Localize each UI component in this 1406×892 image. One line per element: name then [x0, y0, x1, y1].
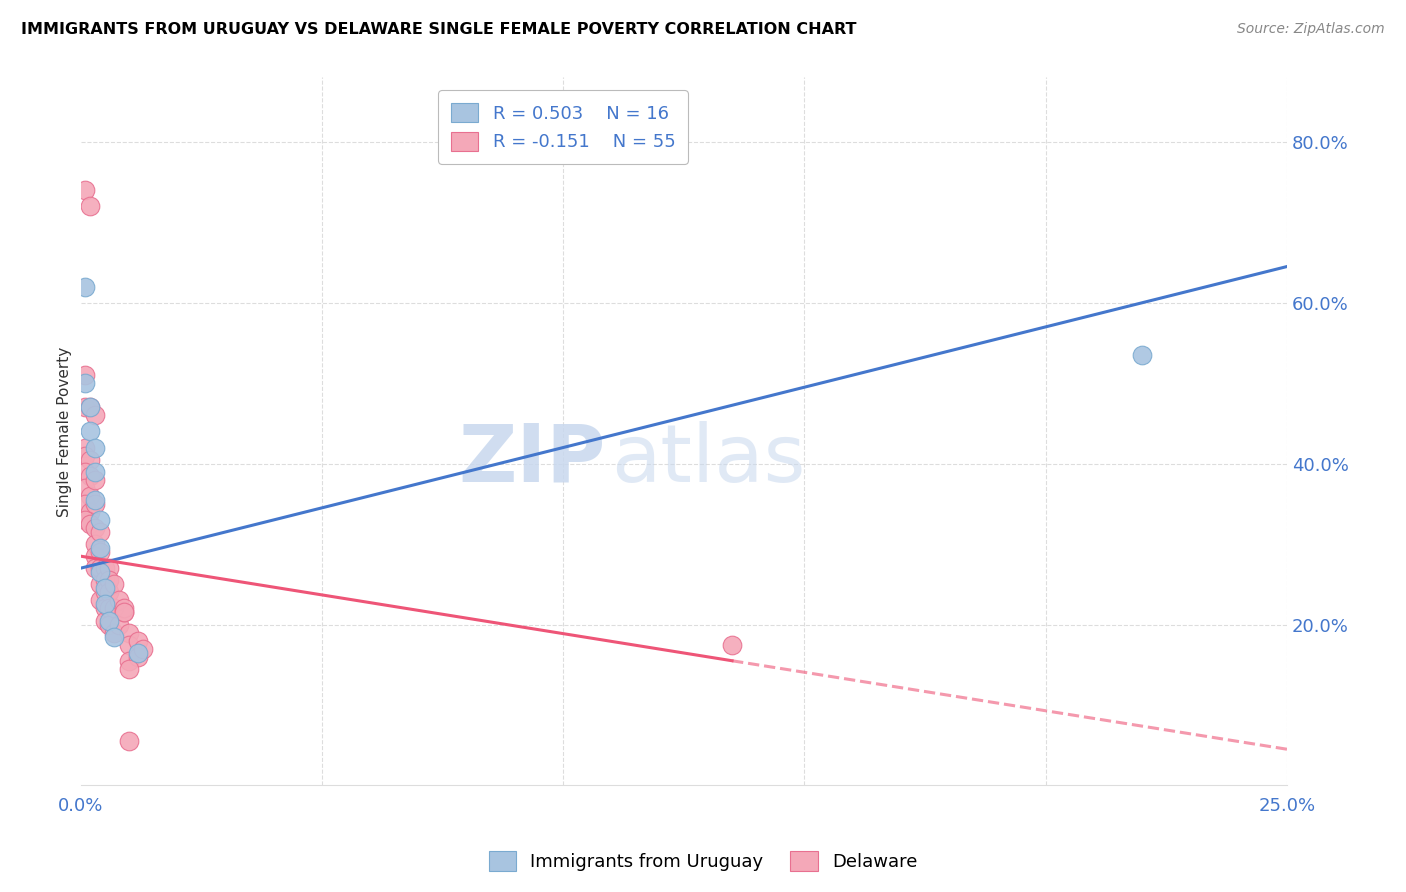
Point [79, 401, 101, 415]
Point [103, 601, 125, 615]
Point [89, 566, 111, 580]
Point [79, 505, 101, 519]
Point [118, 625, 141, 640]
Point [89, 545, 111, 559]
Point [84, 549, 107, 563]
Point [75, 513, 97, 527]
Point [93, 574, 115, 588]
Point [108, 617, 131, 632]
Point [75, 368, 97, 383]
Point [103, 630, 125, 644]
Point [84, 561, 107, 575]
Point [93, 614, 115, 628]
Point [93, 585, 115, 599]
Point [79, 401, 101, 415]
Point [89, 593, 111, 607]
Point [75, 279, 97, 293]
Point [79, 489, 101, 503]
Point [93, 598, 115, 612]
Point [75, 183, 97, 197]
Point [132, 641, 155, 656]
Point [118, 734, 141, 748]
Point [118, 654, 141, 668]
Point [127, 633, 149, 648]
Point [84, 441, 107, 455]
Point [98, 574, 121, 588]
Text: atlas: atlas [612, 421, 806, 499]
Point [98, 585, 121, 599]
Point [1130, 348, 1153, 362]
Point [89, 561, 111, 575]
Text: IMMIGRANTS FROM URUGUAY VS DELAWARE SINGLE FEMALE POVERTY CORRELATION CHART: IMMIGRANTS FROM URUGUAY VS DELAWARE SING… [21, 22, 856, 37]
Point [112, 606, 135, 620]
Point [75, 497, 97, 511]
Point [721, 638, 744, 652]
Legend: Immigrants from Uruguay, Delaware: Immigrants from Uruguay, Delaware [481, 844, 925, 879]
Point [103, 577, 125, 591]
Point [89, 524, 111, 539]
Point [112, 606, 135, 620]
Point [75, 441, 97, 455]
Point [75, 376, 97, 391]
Point [98, 617, 121, 632]
Point [118, 662, 141, 676]
Point [118, 638, 141, 652]
Point [84, 409, 107, 423]
Point [89, 541, 111, 555]
Y-axis label: Single Female Poverty: Single Female Poverty [58, 346, 72, 516]
Point [98, 614, 121, 628]
Point [84, 492, 107, 507]
Point [93, 582, 115, 596]
Text: Source: ZipAtlas.com: Source: ZipAtlas.com [1237, 22, 1385, 37]
Point [79, 516, 101, 531]
Point [79, 468, 101, 483]
Point [89, 513, 111, 527]
Point [84, 465, 107, 479]
Point [93, 561, 115, 575]
Point [93, 601, 115, 615]
Point [108, 593, 131, 607]
Point [84, 473, 107, 487]
Point [84, 497, 107, 511]
Point [127, 646, 149, 660]
Point [98, 601, 121, 615]
Point [79, 425, 101, 439]
Point [127, 649, 149, 664]
Point [84, 521, 107, 535]
Point [79, 452, 101, 467]
Point [75, 465, 97, 479]
Point [79, 199, 101, 213]
Legend: R = 0.503    N = 16, R = -0.151    N = 55: R = 0.503 N = 16, R = -0.151 N = 55 [439, 90, 688, 164]
Point [75, 449, 97, 463]
Point [84, 537, 107, 551]
Point [112, 601, 135, 615]
Point [98, 561, 121, 575]
Point [89, 577, 111, 591]
Point [75, 481, 97, 495]
Point [103, 625, 125, 640]
Point [75, 401, 97, 415]
Text: ZIP: ZIP [458, 421, 606, 499]
